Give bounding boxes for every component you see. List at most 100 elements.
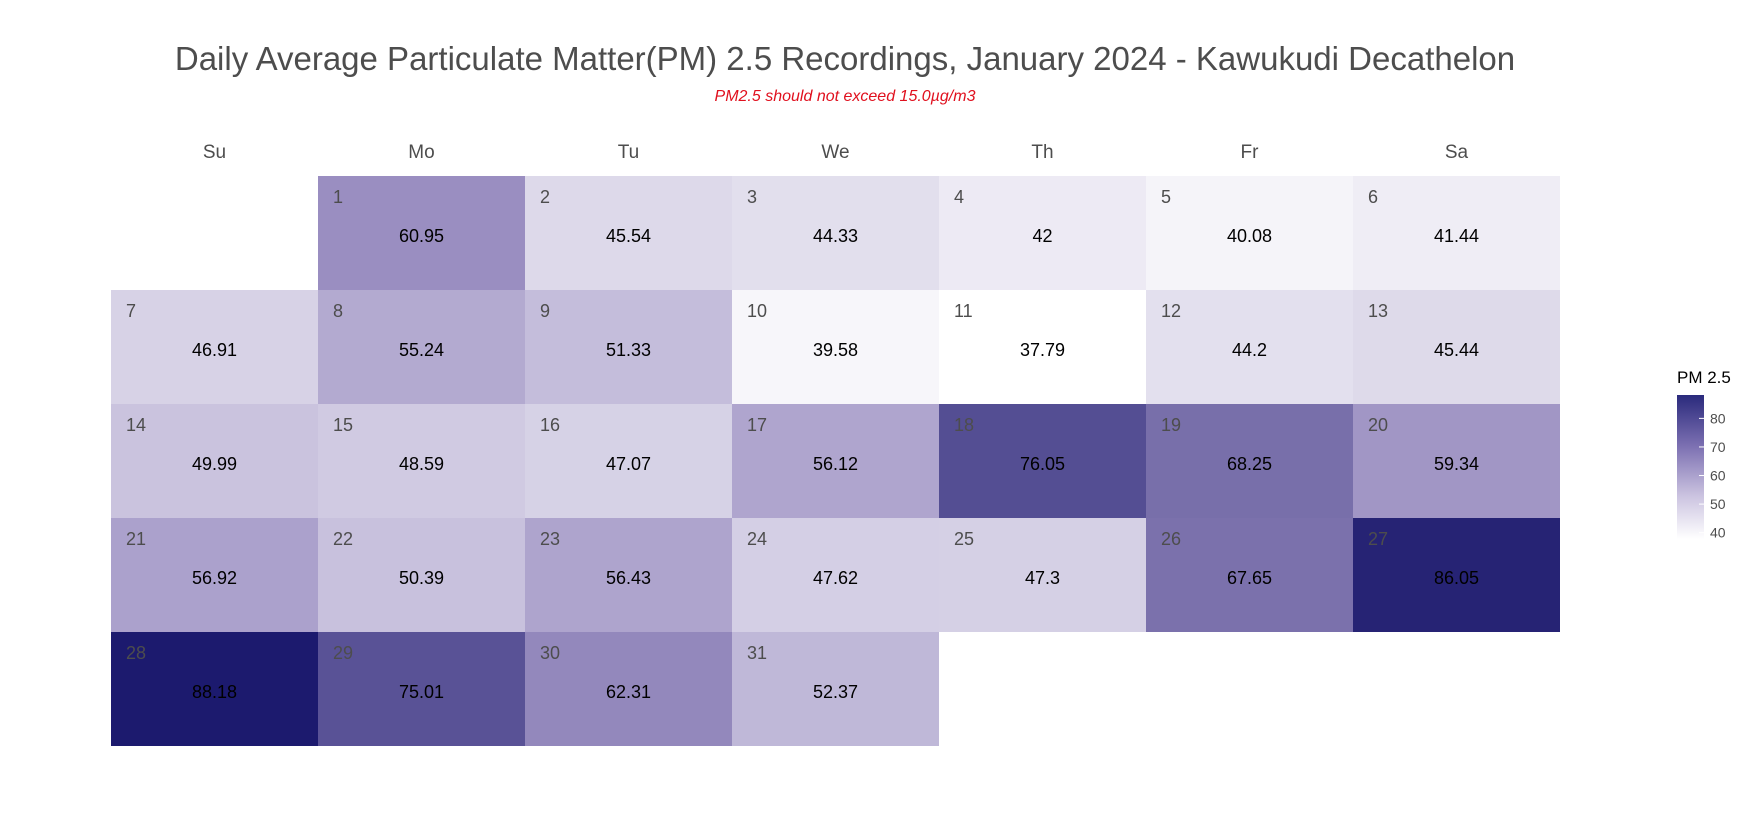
legend-tick-label: 80 (1710, 410, 1726, 426)
day-number: 29 (333, 643, 353, 663)
day-value-label: 44.2 (1232, 340, 1267, 360)
legend-tick-label: 40 (1710, 525, 1726, 541)
day-cell (111, 518, 318, 632)
day-value-label: 45.54 (606, 226, 651, 246)
day-cell (111, 632, 318, 746)
day-cell (318, 176, 525, 290)
day-cell (1146, 290, 1353, 404)
day-value-label: 68.25 (1227, 454, 1272, 474)
legend-tick-label: 50 (1710, 496, 1726, 512)
day-number: 10 (747, 301, 767, 321)
day-number: 8 (333, 301, 343, 321)
day-cell (1146, 404, 1353, 518)
day-number: 23 (540, 529, 560, 549)
day-cell (732, 632, 939, 746)
day-cell (732, 404, 939, 518)
day-value-label: 88.18 (192, 682, 237, 702)
day-cell (1353, 518, 1560, 632)
legend-tick-label: 70 (1710, 439, 1726, 455)
day-value-label: 75.01 (399, 682, 444, 702)
day-value-label: 40.08 (1227, 226, 1272, 246)
day-number: 24 (747, 529, 767, 549)
weekday-label: Th (1031, 142, 1053, 163)
day-value-label: 67.65 (1227, 568, 1272, 588)
day-cell (939, 176, 1146, 290)
day-cell (1353, 404, 1560, 518)
day-number: 19 (1161, 415, 1181, 435)
day-number: 3 (747, 187, 757, 207)
day-value-label: 47.3 (1025, 568, 1060, 588)
day-number: 18 (954, 415, 974, 435)
day-number: 22 (333, 529, 353, 549)
weekday-label: Su (203, 142, 226, 163)
day-number: 26 (1161, 529, 1181, 549)
day-number: 13 (1368, 301, 1388, 321)
day-cell (525, 518, 732, 632)
day-number: 25 (954, 529, 974, 549)
day-value-label: 50.39 (399, 568, 444, 588)
day-cell (525, 290, 732, 404)
day-cell (318, 518, 525, 632)
day-cell (939, 518, 1146, 632)
day-number: 7 (126, 301, 136, 321)
chart-subtitle: PM2.5 should not exceed 15.0µg/m3 (714, 88, 976, 105)
day-cell (1353, 290, 1560, 404)
day-value-label: 56.12 (813, 454, 858, 474)
day-value-label: 76.05 (1020, 454, 1065, 474)
weekday-label: Mo (408, 142, 434, 163)
day-number: 20 (1368, 415, 1388, 435)
day-value-label: 45.44 (1434, 340, 1479, 360)
day-number: 30 (540, 643, 560, 663)
day-value-label: 39.58 (813, 340, 858, 360)
day-cell (111, 290, 318, 404)
day-cell (525, 404, 732, 518)
weekday-label: Sa (1445, 142, 1469, 163)
legend-color-bar (1677, 395, 1704, 539)
day-value-label: 48.59 (399, 454, 444, 474)
day-cell (939, 290, 1146, 404)
day-number: 6 (1368, 187, 1378, 207)
weekday-label: We (821, 142, 849, 163)
day-value-label: 60.95 (399, 226, 444, 246)
day-value-label: 62.31 (606, 682, 651, 702)
day-value-label: 37.79 (1020, 340, 1065, 360)
day-number: 2 (540, 187, 550, 207)
day-number: 15 (333, 415, 353, 435)
day-number: 9 (540, 301, 550, 321)
day-value-label: 47.07 (606, 454, 651, 474)
day-number: 31 (747, 643, 767, 663)
day-number: 21 (126, 529, 146, 549)
legend-ticks: 80 70 60 50 40 (1699, 410, 1726, 541)
day-number: 12 (1161, 301, 1181, 321)
day-cell (525, 632, 732, 746)
day-value-label: 55.24 (399, 340, 444, 360)
day-cell (1353, 176, 1560, 290)
day-cell (1146, 518, 1353, 632)
legend-tick-label: 60 (1710, 468, 1726, 484)
day-cell (318, 290, 525, 404)
day-value-label: 56.92 (192, 568, 237, 588)
day-cell (525, 176, 732, 290)
day-value-label: 42 (1032, 226, 1052, 246)
day-number: 4 (954, 187, 964, 207)
day-number: 16 (540, 415, 560, 435)
day-cell (1146, 176, 1353, 290)
day-cell (318, 632, 525, 746)
day-cell (111, 404, 318, 518)
day-cell (318, 404, 525, 518)
day-value-label: 49.99 (192, 454, 237, 474)
day-number: 27 (1368, 529, 1388, 549)
day-cell (732, 518, 939, 632)
day-number: 1 (333, 187, 343, 207)
day-cell (732, 290, 939, 404)
weekday-label: Fr (1241, 142, 1260, 163)
weekday-label: Tu (618, 142, 639, 163)
day-value-label: 46.91 (192, 340, 237, 360)
day-value-label: 41.44 (1434, 226, 1479, 246)
day-value-label: 86.05 (1434, 568, 1479, 588)
day-value-label: 56.43 (606, 568, 651, 588)
day-number: 17 (747, 415, 767, 435)
chart-title: Daily Average Particulate Matter(PM) 2.5… (174, 40, 1516, 77)
day-value-label: 59.34 (1434, 454, 1479, 474)
day-cell (732, 176, 939, 290)
